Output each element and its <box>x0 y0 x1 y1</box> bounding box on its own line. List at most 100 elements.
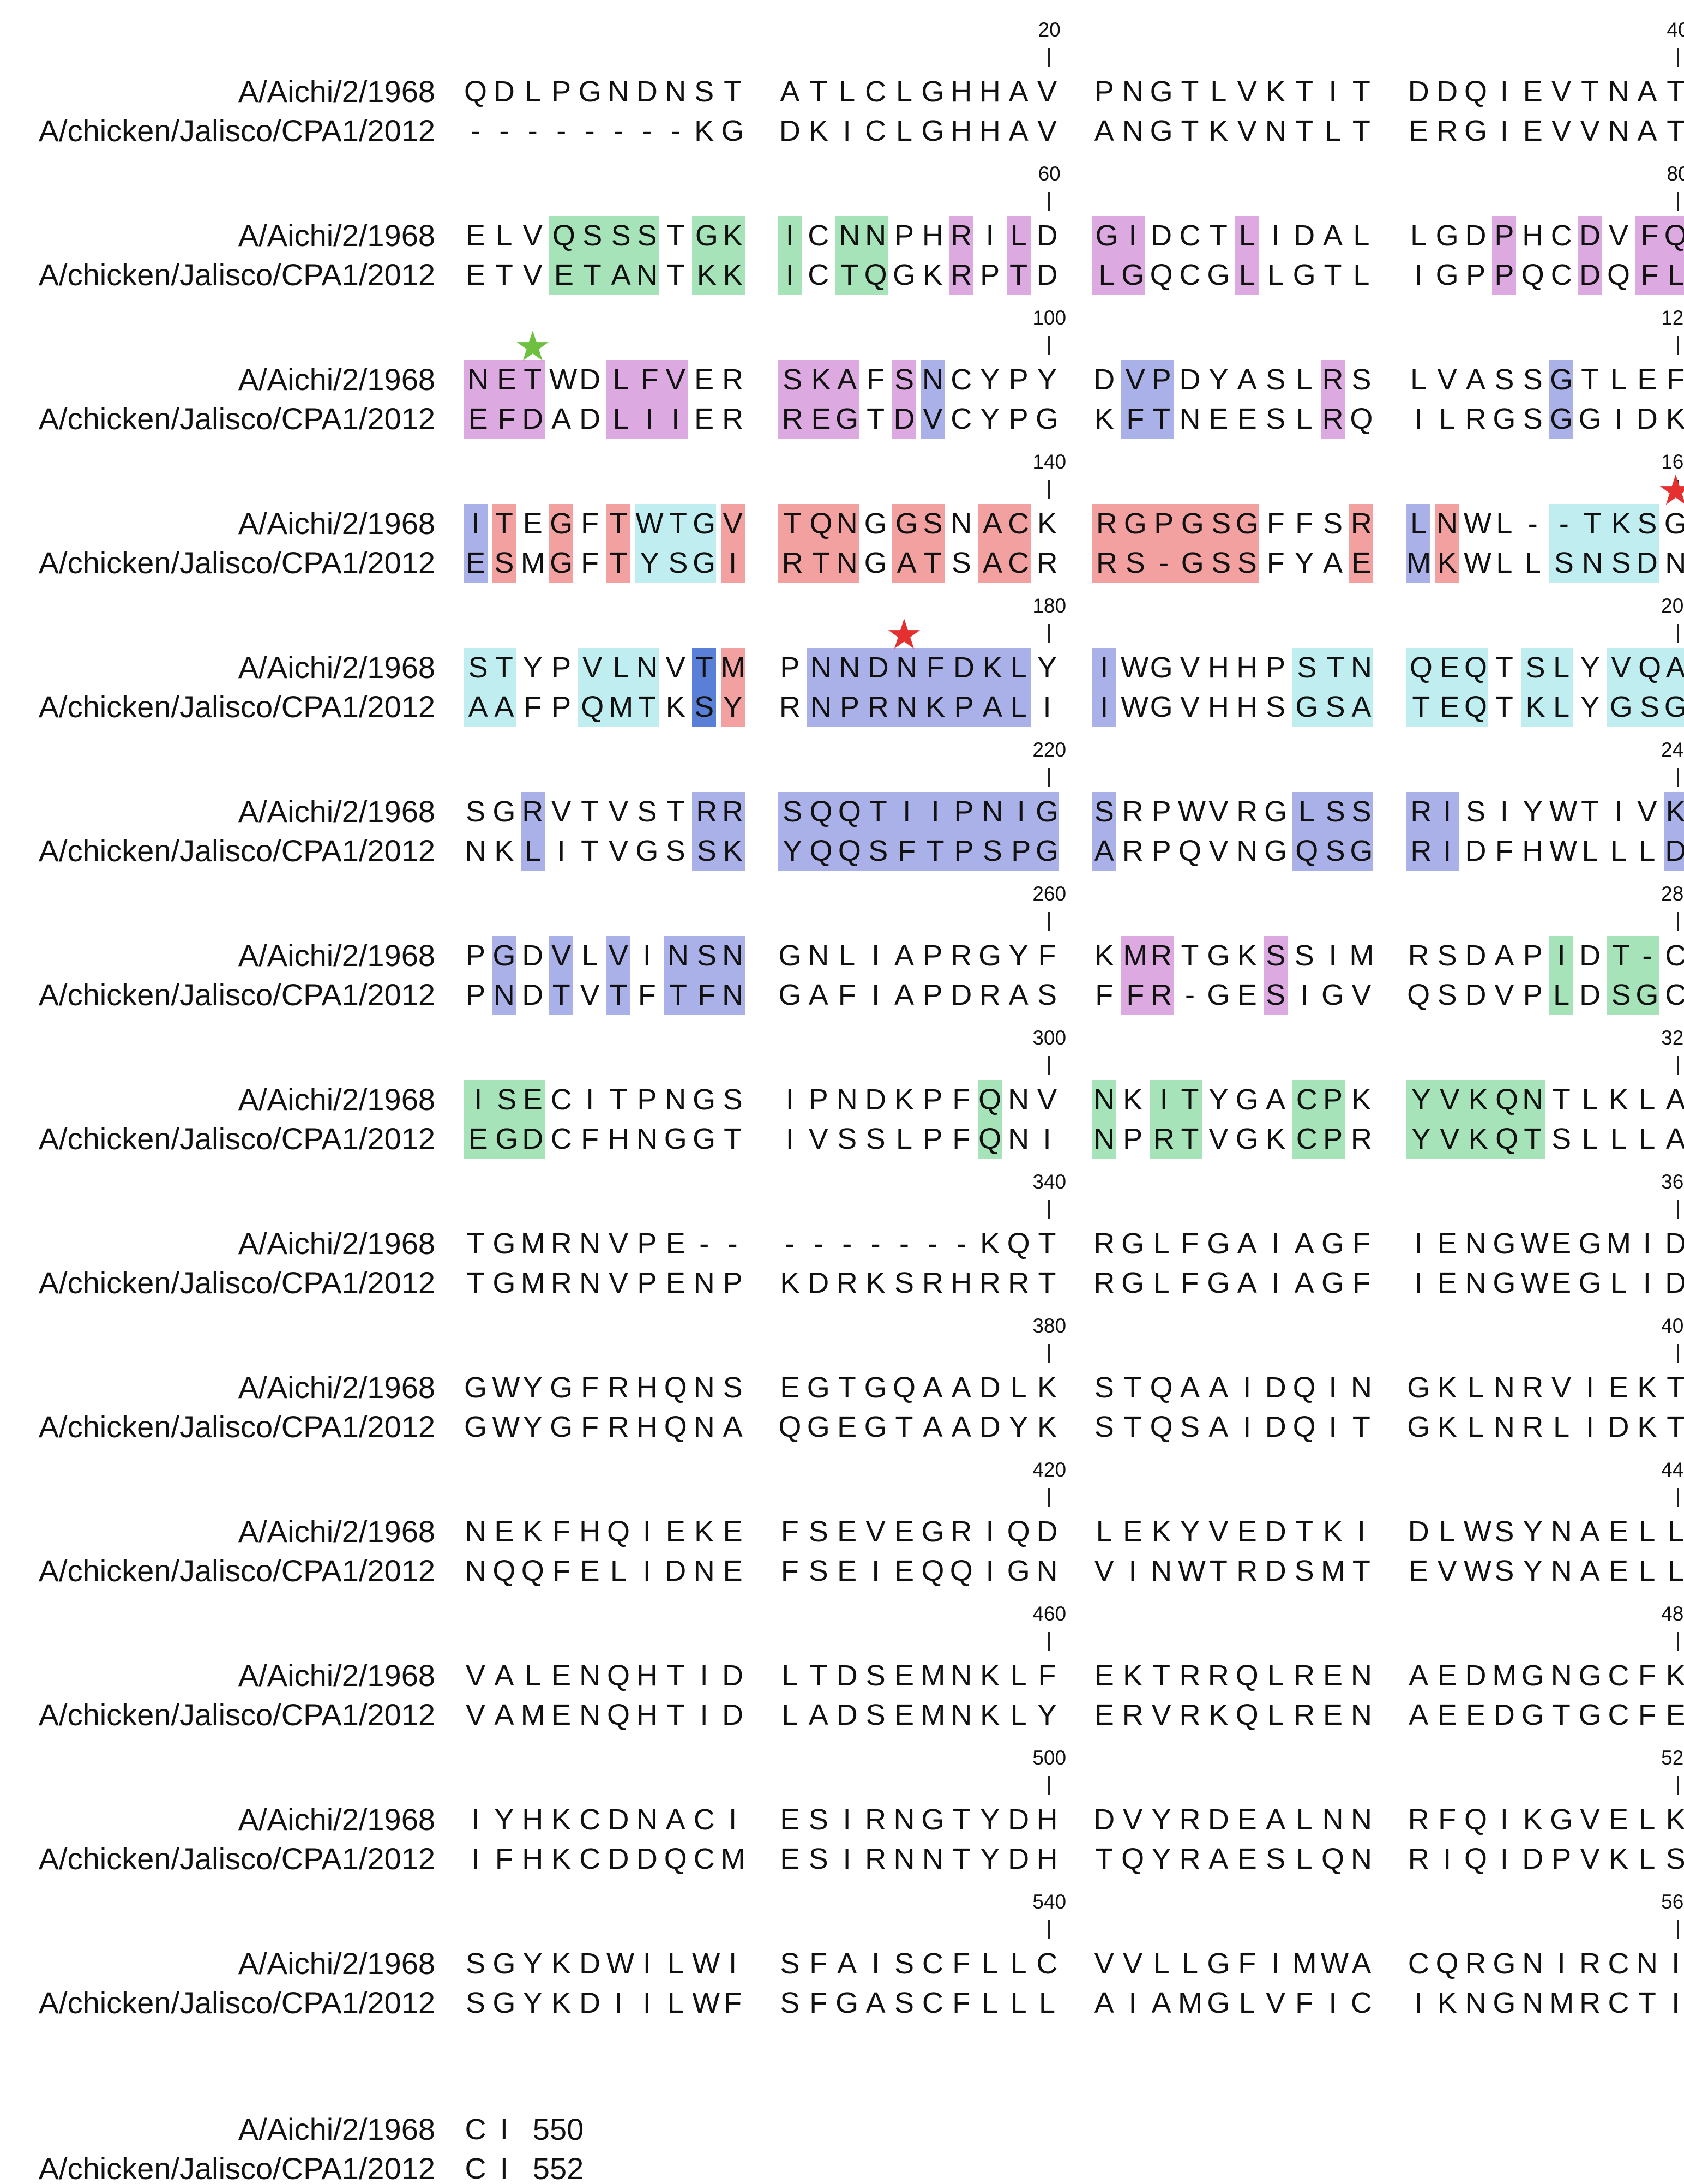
residue: S <box>578 216 607 255</box>
residue: Q <box>892 1371 916 1404</box>
residue: T <box>666 1659 685 1692</box>
ruler-label: 380 <box>1032 1315 1067 1337</box>
residue: G <box>1121 1227 1145 1260</box>
residue: - <box>842 1227 852 1260</box>
residue: C <box>922 1987 943 2019</box>
residue: I <box>871 939 880 972</box>
residue: C <box>1550 219 1572 252</box>
residue: K <box>551 1803 572 1836</box>
residue: S <box>1206 543 1236 583</box>
residue: L <box>1235 255 1259 295</box>
residue: P <box>835 687 864 727</box>
residue: R <box>778 543 807 583</box>
residue: G <box>1578 1659 1602 1692</box>
residue: D <box>1465 219 1487 252</box>
residue: F <box>1352 1267 1370 1299</box>
residue: K <box>980 1699 1000 1731</box>
residue: G <box>549 543 574 583</box>
star-icon: ★ <box>885 611 923 658</box>
residue: S <box>1321 792 1350 831</box>
sequence-name: A/Aichi/2/1968 <box>238 1082 435 1117</box>
residue: T <box>1149 399 1174 439</box>
residue: N <box>1122 115 1144 147</box>
residue: F <box>1667 363 1684 396</box>
residue: I <box>1271 1227 1280 1260</box>
residue: P <box>1149 360 1174 399</box>
sequence-name: A/Aichi/2/1968 <box>238 1226 435 1261</box>
residue: G <box>1521 1659 1544 1692</box>
residue: Q <box>806 792 836 831</box>
residue: M <box>720 1843 745 1875</box>
residue: D <box>1008 1803 1030 1836</box>
residue: T <box>635 687 659 727</box>
residue: L <box>781 1699 798 1731</box>
residue: G <box>1435 259 1459 291</box>
residue: G <box>1349 831 1374 871</box>
residue: F <box>581 1411 599 1443</box>
residue: F <box>1638 1659 1656 1692</box>
residue: A <box>1637 75 1657 108</box>
residue: I <box>1671 1987 1680 2019</box>
residue: G <box>464 1371 487 1404</box>
residue: S <box>1322 507 1343 540</box>
residue: S <box>1494 363 1514 396</box>
residue: E <box>780 1803 800 1836</box>
residue: - <box>1149 543 1178 583</box>
residue: A <box>1266 1083 1286 1116</box>
residue: R <box>951 1515 972 1548</box>
residue: D <box>722 1659 744 1692</box>
residue: S <box>1465 795 1486 828</box>
residue: I <box>1500 1843 1508 1875</box>
sequence-row: A/Aichi/2/1968 S G R V T V S T R R S Q Q T I I P N I G S R P W V R… <box>0 791 1684 832</box>
residue: V <box>1180 691 1200 723</box>
residue: L <box>1010 1659 1027 1692</box>
residue: C <box>865 75 887 108</box>
residue: N <box>1435 504 1459 543</box>
residue: Q <box>1492 1080 1521 1119</box>
residue: M <box>1549 1987 1574 2019</box>
residue: T <box>724 75 742 108</box>
residue: S <box>723 1371 743 1404</box>
residue: V <box>1237 115 1257 147</box>
residue: Y <box>1037 363 1057 396</box>
residue: I <box>1586 1371 1595 1404</box>
residue: S <box>1266 403 1286 435</box>
residue: G <box>1235 1083 1259 1116</box>
residue: F <box>1495 835 1513 867</box>
residue: G <box>1150 115 1173 147</box>
residue: P <box>894 219 915 252</box>
residue: R <box>1436 115 1458 147</box>
sequence-name: A/Aichi/2/1968 <box>238 74 435 109</box>
residue: V <box>608 1227 629 1260</box>
residue: T <box>1295 75 1314 108</box>
residue: N <box>951 507 972 540</box>
residue: L <box>1610 363 1627 396</box>
residue: R <box>1350 1123 1372 1155</box>
residue: L <box>982 1947 999 1980</box>
residue: E <box>1123 1515 1143 1548</box>
residue: C <box>465 2152 486 2184</box>
residue: R <box>1179 1699 1201 1731</box>
residue: W <box>1520 1227 1549 1260</box>
residue: C <box>1608 1699 1629 1731</box>
residue: S <box>865 1699 886 1731</box>
residue: S <box>863 831 893 871</box>
residue: C <box>465 2113 486 2146</box>
residue: K <box>1351 1083 1372 1116</box>
residue: T <box>1667 115 1684 147</box>
residue: I <box>1043 1123 1051 1155</box>
residue: D <box>1265 1371 1286 1404</box>
residue: N <box>665 75 687 108</box>
residue: Y <box>1580 691 1600 723</box>
residue: N <box>1350 1699 1372 1731</box>
residue: Y <box>1208 1083 1229 1116</box>
residue: P <box>1465 259 1486 291</box>
residue: D <box>608 1843 629 1875</box>
residue: S <box>1607 975 1636 1015</box>
residue: L <box>1153 1947 1170 1980</box>
residue: I <box>1243 1371 1252 1404</box>
residue: V <box>1551 1371 1572 1404</box>
residue: M <box>520 1699 545 1731</box>
residue: D <box>1093 363 1115 396</box>
residue: S <box>1206 504 1236 543</box>
